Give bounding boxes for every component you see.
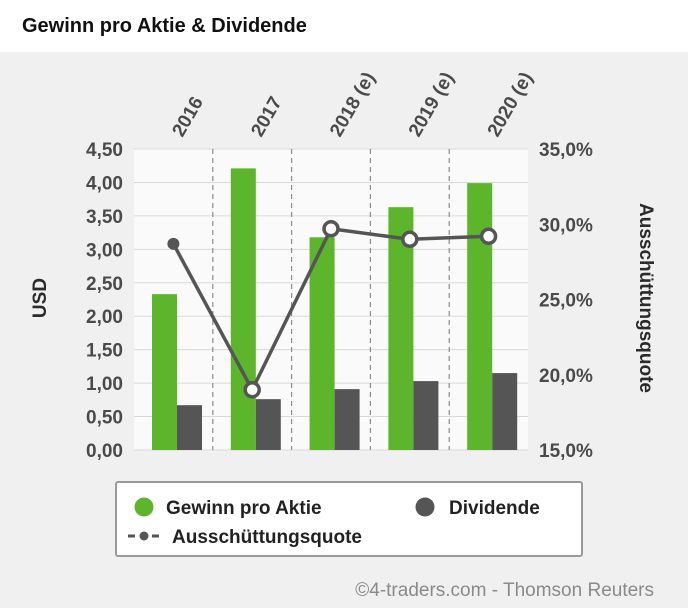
credit-text: ©4-traders.com - Thomson Reuters xyxy=(355,580,654,601)
y-tick-label: 0,00 xyxy=(86,441,123,462)
bar-dividende xyxy=(492,373,518,450)
payout-point xyxy=(479,227,498,246)
payout-line xyxy=(167,220,498,399)
y2-tick-label: 30,0% xyxy=(539,215,593,236)
bar-gewinn xyxy=(309,237,335,450)
y-tick-label: 0,50 xyxy=(86,408,123,429)
bars xyxy=(152,168,518,451)
payout-point xyxy=(167,237,180,250)
payout-point xyxy=(401,230,419,249)
payout-point xyxy=(322,220,340,238)
legend-label-gewinn: Gewinn pro Aktie xyxy=(166,498,322,519)
legend-label-dividende: Dividende xyxy=(449,498,540,519)
y2-axis-title: Ausschüttungsquote xyxy=(635,203,656,393)
legend: Gewinn pro Aktie Dividende Ausschüttungs… xyxy=(115,481,583,557)
y-tick-label: 3,00 xyxy=(86,240,123,261)
legend-box xyxy=(115,481,583,557)
bar-dividende xyxy=(334,389,360,450)
bar-gewinn xyxy=(230,168,256,451)
y2-tick-label: 25,0% xyxy=(539,291,593,312)
right-axis-ticks: 15,0% 20,0% 25,0% 30,0% 35,0% xyxy=(539,140,593,462)
bar-dividende xyxy=(413,381,439,450)
legend-marker-dividende xyxy=(415,497,435,517)
payout-point xyxy=(243,381,261,399)
legend-dot-quote xyxy=(139,531,149,541)
y-axis-title: USD xyxy=(30,278,51,318)
y-tick-label: 1,00 xyxy=(86,374,123,395)
y-tick-label: 1,50 xyxy=(86,341,123,362)
chart-title: Gewinn pro Aktie & Dividende xyxy=(22,15,307,37)
y-tick-label: 4,00 xyxy=(86,173,123,194)
y-tick-label: 2,00 xyxy=(86,307,123,328)
legend-label-quote: Ausschüttungsquote xyxy=(172,527,362,548)
y2-tick-label: 20,0% xyxy=(539,366,593,387)
legend-marker-gewinn xyxy=(134,497,154,517)
left-axis-ticks: 0,00 0,50 1,00 1,50 2,00 2,50 3,00 3,50 4,00 4,50 xyxy=(86,140,123,462)
y2-tick-label: 15,0% xyxy=(539,441,593,462)
bar-dividende xyxy=(177,405,202,450)
y-tick-label: 2,50 xyxy=(86,274,123,295)
y2-tick-label: 35,0% xyxy=(539,140,593,161)
y-tick-label: 3,50 xyxy=(86,207,123,228)
bar-gewinn xyxy=(152,294,177,450)
bar-dividende xyxy=(255,399,281,450)
y-tick-label: 4,50 xyxy=(86,140,123,161)
bar-gewinn xyxy=(467,183,493,450)
